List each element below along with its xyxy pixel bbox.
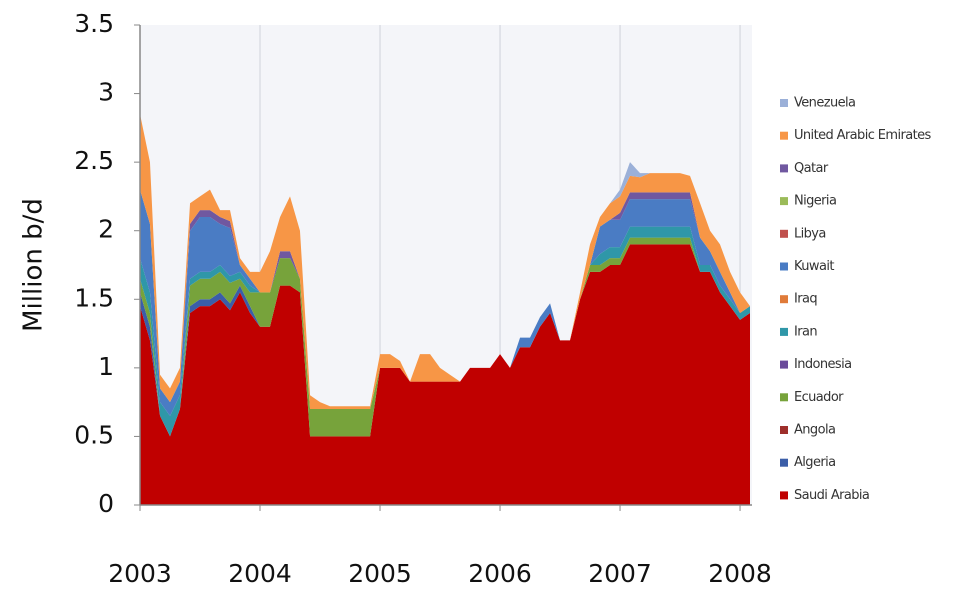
legend-swatch xyxy=(780,295,788,304)
x-tick-label: 2004 xyxy=(228,559,292,588)
legend-swatch xyxy=(780,164,788,173)
legend-swatch xyxy=(780,131,788,140)
x-tick-label: 2003 xyxy=(108,559,172,588)
legend-label: United Arabic Emirates xyxy=(794,128,931,143)
legend-swatch xyxy=(780,99,788,107)
x-tick-label: 2007 xyxy=(588,559,652,588)
y-tick-label: 3.5 xyxy=(74,9,114,38)
legend-swatch xyxy=(780,229,788,238)
legend-label: Indonesia xyxy=(794,357,851,372)
x-tick-label: 2008 xyxy=(708,559,772,588)
legend-label: Qatar xyxy=(794,161,829,176)
y-tick-label: 0.5 xyxy=(74,420,114,449)
x-tick-label: 2006 xyxy=(468,559,532,588)
legend-label: Iraq xyxy=(794,292,817,307)
legend-swatch xyxy=(780,426,788,434)
area xyxy=(140,189,750,409)
y-tick-label: 0 xyxy=(98,489,114,518)
legend-swatch xyxy=(780,327,788,336)
y-axis-title: Million b/d xyxy=(19,198,49,332)
legend-swatch xyxy=(780,491,788,500)
legend-label: Iran xyxy=(794,324,817,339)
y-tick-label: 1 xyxy=(98,352,114,381)
legend-swatch xyxy=(780,458,788,467)
legend-swatch xyxy=(780,393,788,402)
x-tick-label: 2005 xyxy=(348,559,412,588)
y-tick-label: 2 xyxy=(98,215,114,244)
area xyxy=(140,189,750,416)
area xyxy=(140,237,750,437)
legend-label: Saudi Arabia xyxy=(794,488,869,503)
y-tick-label: 2.5 xyxy=(74,146,114,175)
y-tick-label: 1.5 xyxy=(74,283,114,312)
legend-label: Ecuador xyxy=(794,390,844,405)
legend-swatch xyxy=(780,262,788,271)
legend-label: Algeria xyxy=(794,455,835,470)
legend-swatch xyxy=(780,197,788,206)
legend-label: Kuwait xyxy=(794,259,834,274)
y-tick-label: 3 xyxy=(98,78,114,107)
legend-label: Libya xyxy=(794,226,826,241)
legend-label: Nigeria xyxy=(794,194,836,209)
legend-label: Venezuela xyxy=(794,96,855,111)
legend-swatch xyxy=(780,360,788,369)
legend-label: Angola xyxy=(794,423,835,438)
area xyxy=(140,244,750,505)
